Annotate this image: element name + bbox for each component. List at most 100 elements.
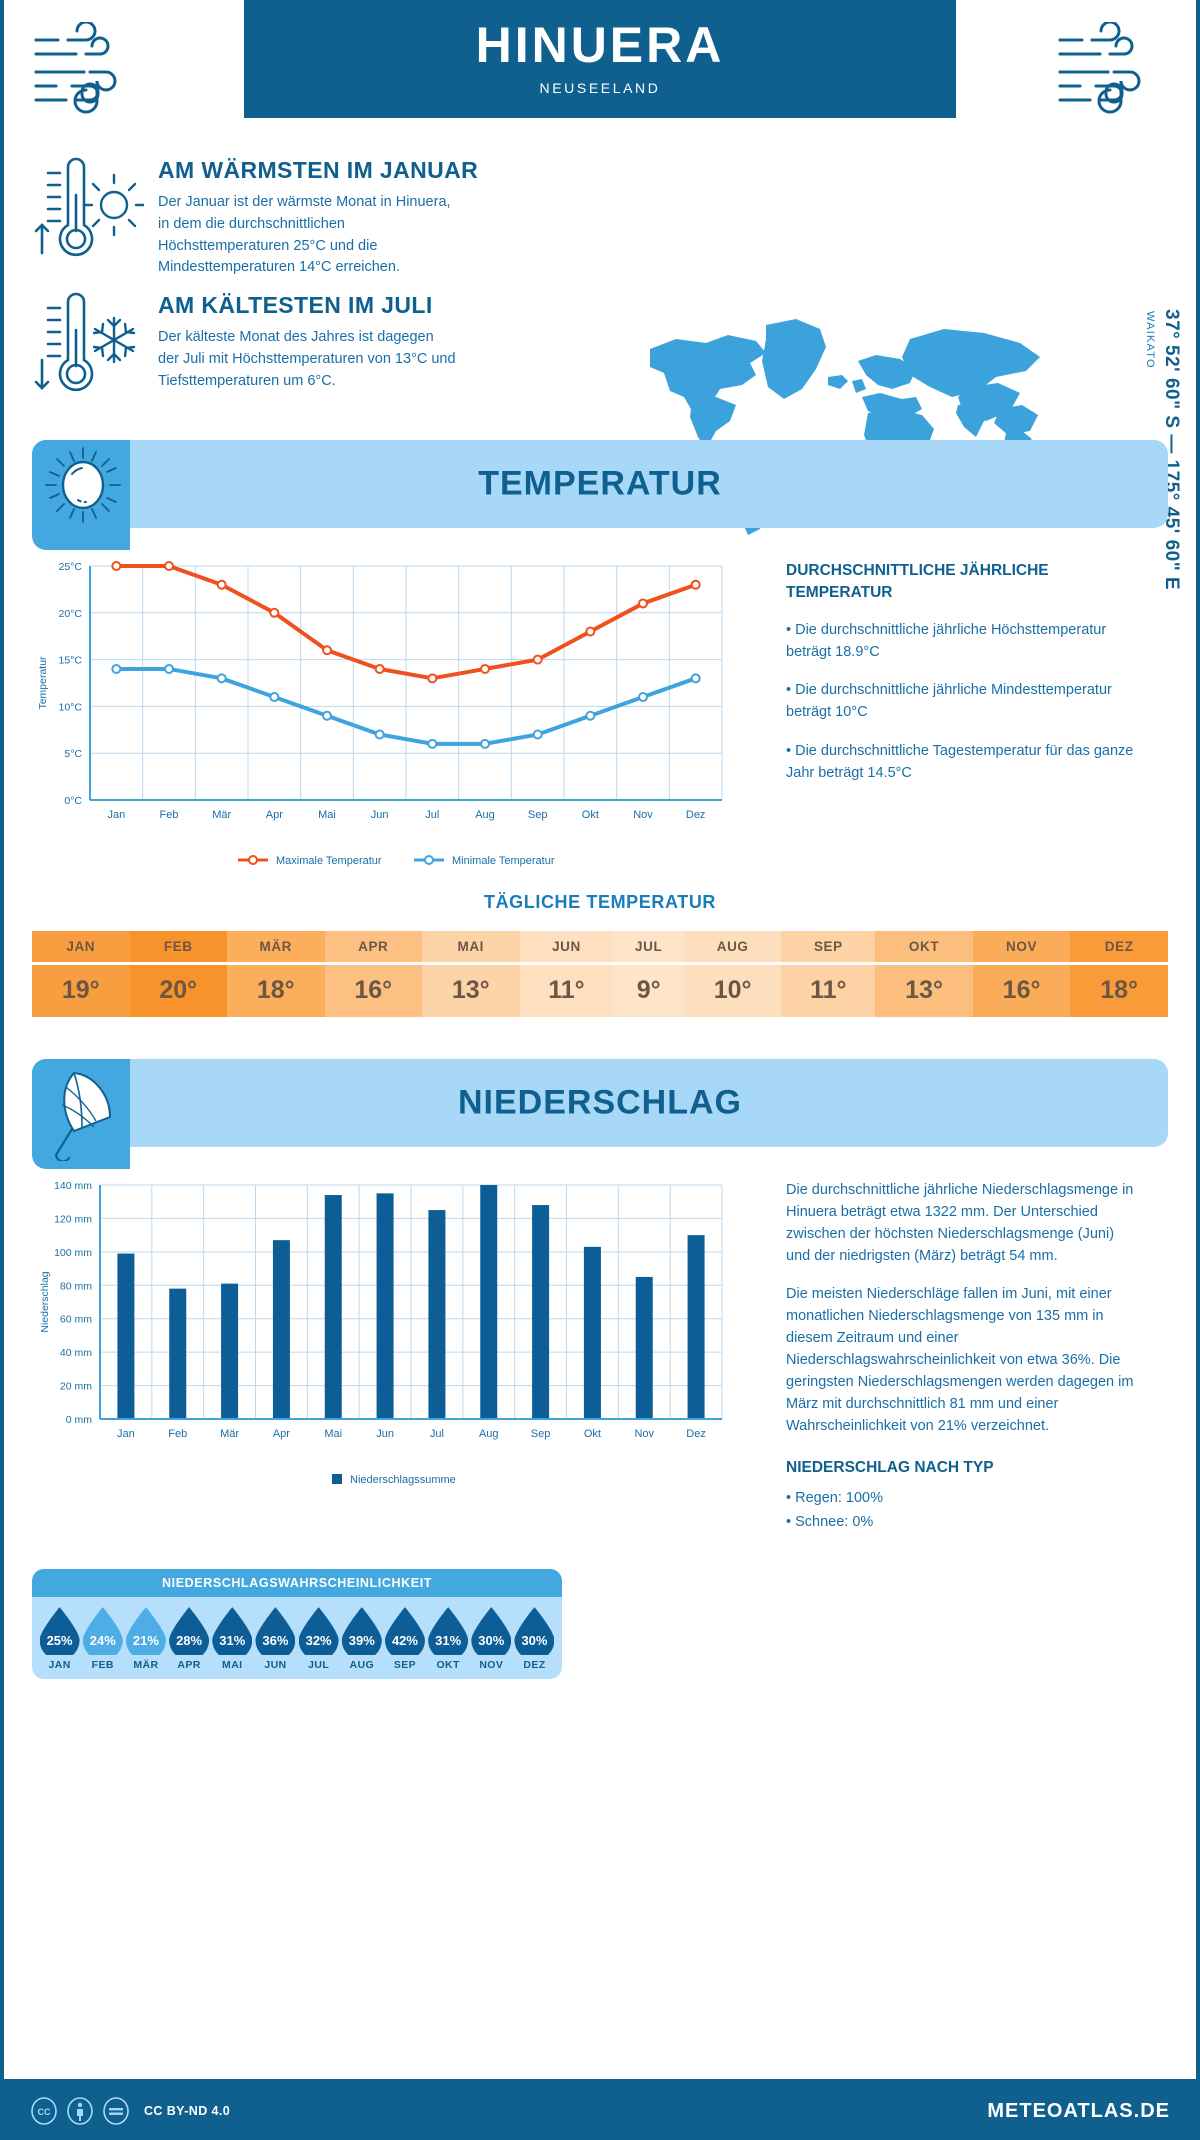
precipitation-side-text: Die durchschnittliche jährliche Niedersc… <box>752 1171 1136 1549</box>
svg-text:Apr: Apr <box>266 809 283 821</box>
water-drop-icon: 30% <box>514 1607 554 1655</box>
country-subtitle: NEUSEELAND <box>539 80 661 96</box>
daily-temp-month: JUL <box>613 931 684 965</box>
drop-month-label: OKT <box>436 1659 460 1672</box>
daily-temp-value: 16° <box>972 963 1071 1017</box>
svg-text:100 mm: 100 mm <box>54 1247 92 1259</box>
svg-text:5°C: 5°C <box>64 748 82 760</box>
water-drop-icon: 31% <box>212 1607 252 1655</box>
precip-probability-cell: 30% NOV <box>470 1607 513 1671</box>
daily-temperature-table: JAN FEB MÄR APR MAI JUN JUL AUG SEP OKT NOV DEZ 19°… <box>32 931 1168 1017</box>
snowflake-icon <box>92 316 136 364</box>
warmest-paragraph: Der Januar ist der wärmste Monat in Hinu… <box>158 194 451 276</box>
svg-text:0 mm: 0 mm <box>66 1414 93 1426</box>
precip-probability-cell: 21% MÄR <box>124 1607 167 1671</box>
drop-month-label: MAI <box>222 1659 243 1672</box>
precip-probability-cell: 32% JUL <box>297 1607 340 1671</box>
svg-text:140 mm: 140 mm <box>54 1180 92 1192</box>
drop-value: 39% <box>348 1633 375 1649</box>
precipitation-type-rain: • Regen: 100% <box>786 1490 883 1507</box>
coldest-icons <box>34 290 146 405</box>
svg-text:Nov: Nov <box>633 809 653 821</box>
precip-probability-cell: 31% OKT <box>427 1607 470 1671</box>
daily-temp-month: OKT <box>875 931 973 965</box>
svg-text:Jul: Jul <box>425 809 439 821</box>
daily-temp-value: 9° <box>613 963 684 1017</box>
water-drop-icon: 30% <box>471 1607 511 1655</box>
temperature-legend-svg: Maximale Temperatur Minimale Temperatur <box>238 855 555 867</box>
warmest-heading: AM WÄRMSTEN IM JANUAR <box>158 157 479 183</box>
daily-temp-value: 16° <box>324 963 422 1017</box>
drop-value: 32% <box>305 1633 332 1649</box>
daily-temp-value: 20° <box>129 963 227 1017</box>
drop-month-label: AUG <box>349 1659 375 1672</box>
daily-temp-month: NOV <box>972 931 1071 965</box>
precipitation-legend: Niederschlagssumme <box>32 1468 752 1495</box>
svg-text:Jul: Jul <box>430 1428 444 1440</box>
precip-probability-cell: 36% JUN <box>254 1607 297 1671</box>
temperature-bullet-3: • Die durchschnittliche Tagestemperatur … <box>786 742 1134 781</box>
drop-month-label: SEP <box>393 1659 417 1672</box>
coldest-heading: AM KÄLTESTEN IM JULI <box>158 292 433 318</box>
svg-text:Niederschlag: Niederschlag <box>39 1271 51 1332</box>
drop-value: 31% <box>219 1633 246 1649</box>
wind-icon <box>1058 22 1141 114</box>
precipitation-legend-svg: Niederschlagssumme <box>332 1474 456 1486</box>
temperature-bullet-1: • Die durchschnittliche jährliche Höchst… <box>786 622 1107 661</box>
svg-text:Temperatur: Temperatur <box>37 656 49 710</box>
daily-temperature-value-row: 19° 20° 18° 16° 13° 11° 9° 10° 11° 13° 16° 18° <box>32 963 1168 1017</box>
svg-text:Feb: Feb <box>168 1428 187 1440</box>
drop-value: 21% <box>132 1633 159 1649</box>
svg-text:Mär: Mär <box>212 809 231 821</box>
drop-month-label: JAN <box>48 1659 71 1672</box>
svg-text:Niederschlagssumme: Niederschlagssumme <box>350 1474 456 1486</box>
svg-text:CC: CC <box>38 2107 51 2117</box>
svg-text:Dez: Dez <box>686 1428 706 1440</box>
svg-text:Mär: Mär <box>220 1428 239 1440</box>
cc-icon: CC <box>31 2097 57 2125</box>
title-banner <box>244 0 956 118</box>
temperature-chart-row: Temperatur 0°C 5°C 10°C 15°C 20°C 25°C Jan Feb Mä… <box>0 528 1200 876</box>
precipitation-bar-chart: Niederschlag 0 mm 20 mm 40 mm 60 mm 80 mm 100 … <box>39 1180 723 1440</box>
footer: CC CC BY-ND 4.0 METEOATLAS.DE <box>0 2082 1200 2140</box>
coldest-month-fact: AM KÄLTESTEN IM JULI Der kälteste Monat … <box>34 290 504 405</box>
brand-label: METEOATLAS.DE <box>987 2099 1170 2122</box>
coldest-text-block: AM KÄLTESTEN IM JULI Der kälteste Monat … <box>158 290 458 405</box>
daily-temp-value: 18° <box>227 963 325 1017</box>
sun-icon <box>45 447 121 523</box>
drop-month-label: JUN <box>264 1659 287 1672</box>
drop-value: 31% <box>435 1633 462 1649</box>
svg-text:Sep: Sep <box>528 809 548 821</box>
temperature-legend: Maximale Temperatur Minimale Temperatur <box>32 849 752 876</box>
precip-probability-cell: 31% MAI <box>211 1607 254 1671</box>
daily-temp-month: JAN <box>32 931 130 965</box>
svg-text:80 mm: 80 mm <box>60 1280 92 1292</box>
daily-temp-value: 10° <box>683 963 782 1017</box>
water-drop-icon: 21% <box>126 1607 166 1655</box>
daily-temp-month: JUN <box>519 931 614 965</box>
precipitation-probability-title: NIEDERSCHLAGSWAHRSCHEINLICHKEIT <box>32 1569 562 1598</box>
thermometer-up-icon <box>34 157 146 257</box>
drop-month-label: APR <box>177 1659 201 1672</box>
precip-probability-cell: 39% AUG <box>340 1607 383 1671</box>
svg-text:Aug: Aug <box>479 1428 499 1440</box>
water-drop-icon: 39% <box>342 1607 382 1655</box>
precip-probability-cell: 24% FEB <box>81 1607 124 1671</box>
temperature-banner-title: TEMPERATUR <box>478 464 722 503</box>
coldest-paragraph: Der kälteste Monat des Jahres ist dagege… <box>158 329 456 389</box>
license-text: CC BY-ND 4.0 <box>144 2104 231 2118</box>
daily-temp-month: DEZ <box>1070 931 1168 965</box>
drop-value: 42% <box>391 1633 418 1649</box>
warmest-icons <box>34 155 146 279</box>
svg-text:Feb: Feb <box>160 809 179 821</box>
drop-value: 24% <box>89 1633 116 1649</box>
daily-temp-value: 19° <box>32 963 130 1017</box>
drop-value: 30% <box>521 1633 548 1649</box>
water-drop-icon: 36% <box>255 1607 295 1655</box>
svg-text:Jan: Jan <box>107 809 125 821</box>
umbrella-icon <box>54 1071 112 1161</box>
svg-text:Minimale Temperatur: Minimale Temperatur <box>452 855 555 867</box>
temperature-line-chart: Temperatur 0°C 5°C 10°C 15°C 20°C 25°C Jan Feb Mä… <box>37 561 723 821</box>
svg-text:Dez: Dez <box>686 809 706 821</box>
